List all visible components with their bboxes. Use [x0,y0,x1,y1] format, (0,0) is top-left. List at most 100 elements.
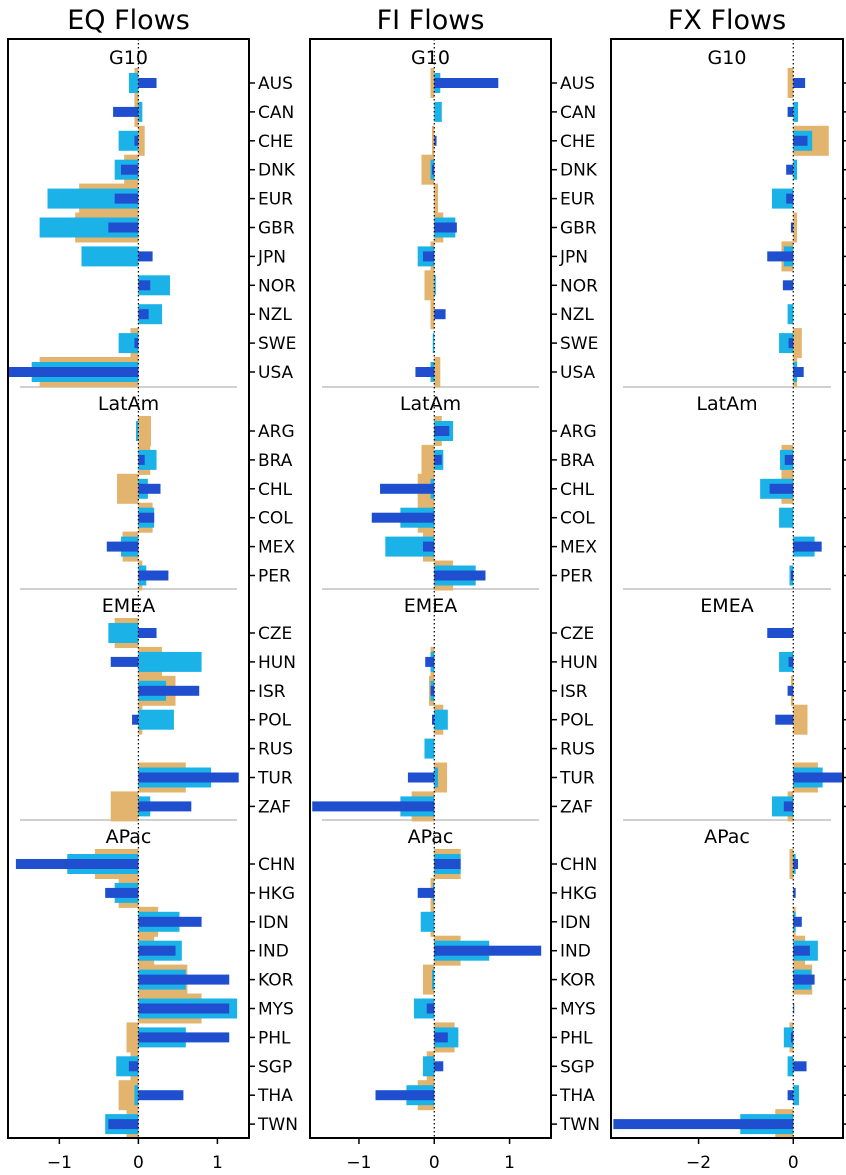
bar-cur-nok [782,280,794,291]
bar-cur-swe [134,338,139,349]
category-label-chl: CHL [560,480,595,500]
category-label-isr: ISR [560,682,588,702]
category-label-bra: BRA [258,451,293,471]
bar-cur-usa [8,367,139,377]
bar-m1-nzd [787,304,794,325]
bar-cur-ils [787,685,794,696]
category-label-swe: SWE [258,334,296,354]
bar-cur-inr [793,945,810,956]
bar-cur-isr [430,685,435,696]
bar-cur-tha [375,1090,435,1101]
category-label-usa: USA [258,363,294,383]
bar-cur-sgp [434,1061,444,1072]
category-label-tha: THA [257,1086,293,1106]
x-tick-label: 1 [504,1153,515,1173]
x-tick-label: 0 [788,1153,799,1173]
bar-cur-isr [138,685,200,696]
bar-m1-idn [420,911,435,932]
group-title: APac [704,826,750,848]
bar-cur-thb [787,1090,794,1101]
category-label-che: CHE [560,132,595,152]
category-label-eur: EUR [258,190,293,210]
bar-m1-php [783,1027,794,1048]
bar-cur-chf [793,135,808,146]
x-tick-label: −2 [686,1153,711,1173]
bar-cur-chn [15,859,139,869]
category-label-swe: SWE [560,334,598,354]
category-label-pol: POL [560,711,594,731]
group-title-bg [408,46,453,70]
bar-cur-sgp [128,1061,139,1072]
bar-cur-phl [434,1032,448,1043]
bar-cur-zar [783,801,794,812]
bar-cur-hkg [105,887,139,898]
category-label-can: CAN [560,103,596,123]
bar-cur-sek [788,338,794,349]
bar-cur-jpy [767,251,794,262]
bar-m1-jpn [81,246,139,267]
bar-cur-pln [775,714,794,725]
group-title: EMEA [700,595,753,617]
bar-cur-clp [769,483,794,494]
bar-cur-aus [434,78,499,88]
bar-y1-cny [789,849,794,879]
bar-y1-zaf [110,791,139,822]
bar-cur-krw [793,974,815,985]
bar-cur-mex [422,541,435,552]
category-label-sgp: SGP [560,1057,594,1077]
category-label-ind: IND [560,942,591,962]
bar-cur-che [134,135,139,146]
category-label-pol: POL [258,711,292,731]
bar-m1-can [434,101,442,122]
bar-cur-ind [434,945,542,956]
bar-y1-phl [126,1022,139,1053]
bar-cur-jpn [138,251,153,262]
bar-cur-arg [434,426,450,436]
bar-y1-bra [421,444,435,475]
group-title-bg [704,46,750,70]
bar-m1-thb [793,1085,799,1106]
category-label-col: COL [258,509,293,529]
bar-cur-idr [793,916,802,927]
group-title: EMEA [102,595,155,617]
bar-m1-arg [136,421,139,441]
bar-cur-bra [434,454,442,465]
bar-cur-tha [138,1090,184,1101]
bar-cur-php [790,1032,794,1043]
bar-m1-kor [432,969,435,990]
category-label-twn: TWN [559,1115,600,1135]
bar-cur-dnk [432,164,435,175]
bar-m1-cze [108,623,139,643]
bar-cur-usa [415,367,435,377]
bar-m1-dkk [793,159,798,180]
category-label-cze: CZE [560,624,594,644]
bar-cur-gbp [790,222,794,233]
bar-cur-kor [138,974,230,985]
category-label-hun: HUN [258,653,296,673]
category-label-zaf: ZAF [560,797,593,817]
group-title-bg [699,594,755,618]
bar-cur-bra [138,454,145,465]
bar-cur-dnk [120,164,139,175]
bar-cur-pol [132,714,139,725]
category-label-col: COL [560,509,595,529]
category-label-kor: KOR [258,971,294,991]
category-label-nzl: NZL [258,305,292,325]
category-label-tha: THA [559,1086,595,1106]
bar-m1-pol [434,709,448,730]
bar-y1-gbp [793,212,798,243]
bar-cur-huf [788,656,794,667]
category-label-eur: EUR [560,190,595,210]
bar-cur-twn [108,1119,139,1130]
category-label-mys: MYS [560,1000,596,1020]
category-label-idn: IDN [560,913,591,933]
category-label-aus: AUS [560,74,595,94]
bar-cur-per [434,570,486,581]
bar-cur-mex [106,541,139,552]
category-label-nor: NOR [560,276,598,296]
bar-y1-aud [787,68,794,98]
bar-cur-try [793,772,843,783]
category-label-hun: HUN [560,653,598,673]
bar-cur-dkk [786,164,794,175]
